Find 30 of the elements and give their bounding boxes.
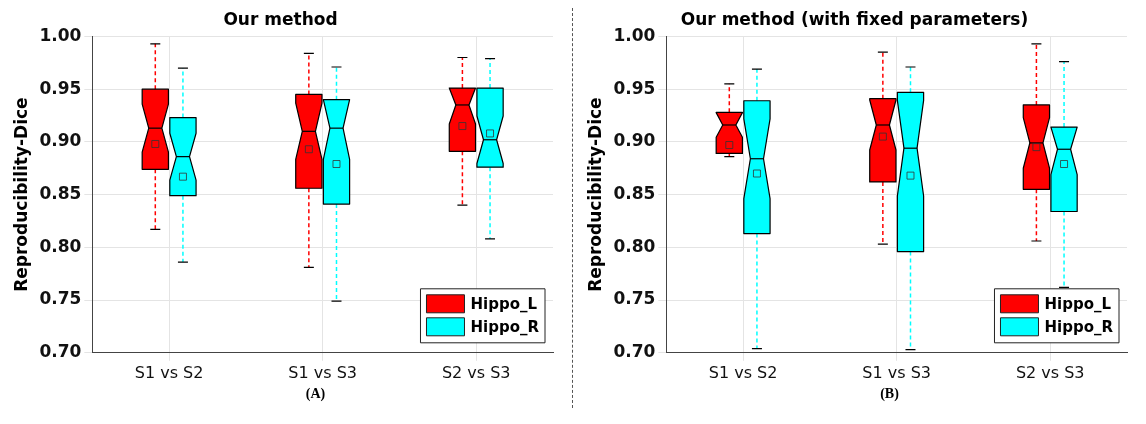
y-tick-label: 0.85 (39, 183, 82, 204)
y-tick-label: 0.70 (39, 341, 82, 362)
y-tick-label: 0.95 (39, 77, 82, 98)
y-tick-label: 1.00 (39, 24, 82, 45)
y-tick-label: 0.80 (39, 235, 82, 256)
x-tick-label: S1 vs S2 (134, 362, 204, 382)
legend-label: Hippo_R (470, 317, 540, 336)
y-tick-label: 0.75 (39, 288, 82, 309)
x-tick-label: S1 vs S3 (862, 362, 931, 382)
x-tick-label: S2 vs S3 (441, 362, 511, 382)
legend-label: Hippo_R (1044, 317, 1114, 336)
text: (B) (879, 386, 899, 402)
legend-label: Hippo_L (1044, 294, 1112, 313)
y-axis-title: Reproducibility-Dice (10, 97, 31, 292)
y-tick-label: 0.80 (613, 235, 656, 256)
y-tick-label: 0.75 (613, 288, 656, 309)
x-tick-label: S1 vs S3 (288, 362, 357, 382)
chart-title: Our method (with fixed parameters) (680, 8, 1029, 29)
legend-label: Hippo_L (470, 294, 538, 313)
y-tick-label: 0.90 (39, 130, 82, 151)
y-tick-label: 0.85 (613, 183, 656, 204)
y-tick-label: 0.95 (613, 77, 656, 98)
y-tick-label: 1.00 (613, 24, 656, 45)
y-axis-title: Reproducibility-Dice (584, 97, 605, 292)
text: (A) (304, 386, 326, 402)
x-tick-label: S1 vs S2 (708, 362, 778, 382)
x-tick-label: S2 vs S3 (1015, 362, 1085, 382)
chart-title: Our method (223, 8, 338, 29)
y-tick-label: 0.90 (613, 130, 656, 151)
y-tick-label: 0.70 (613, 341, 656, 362)
